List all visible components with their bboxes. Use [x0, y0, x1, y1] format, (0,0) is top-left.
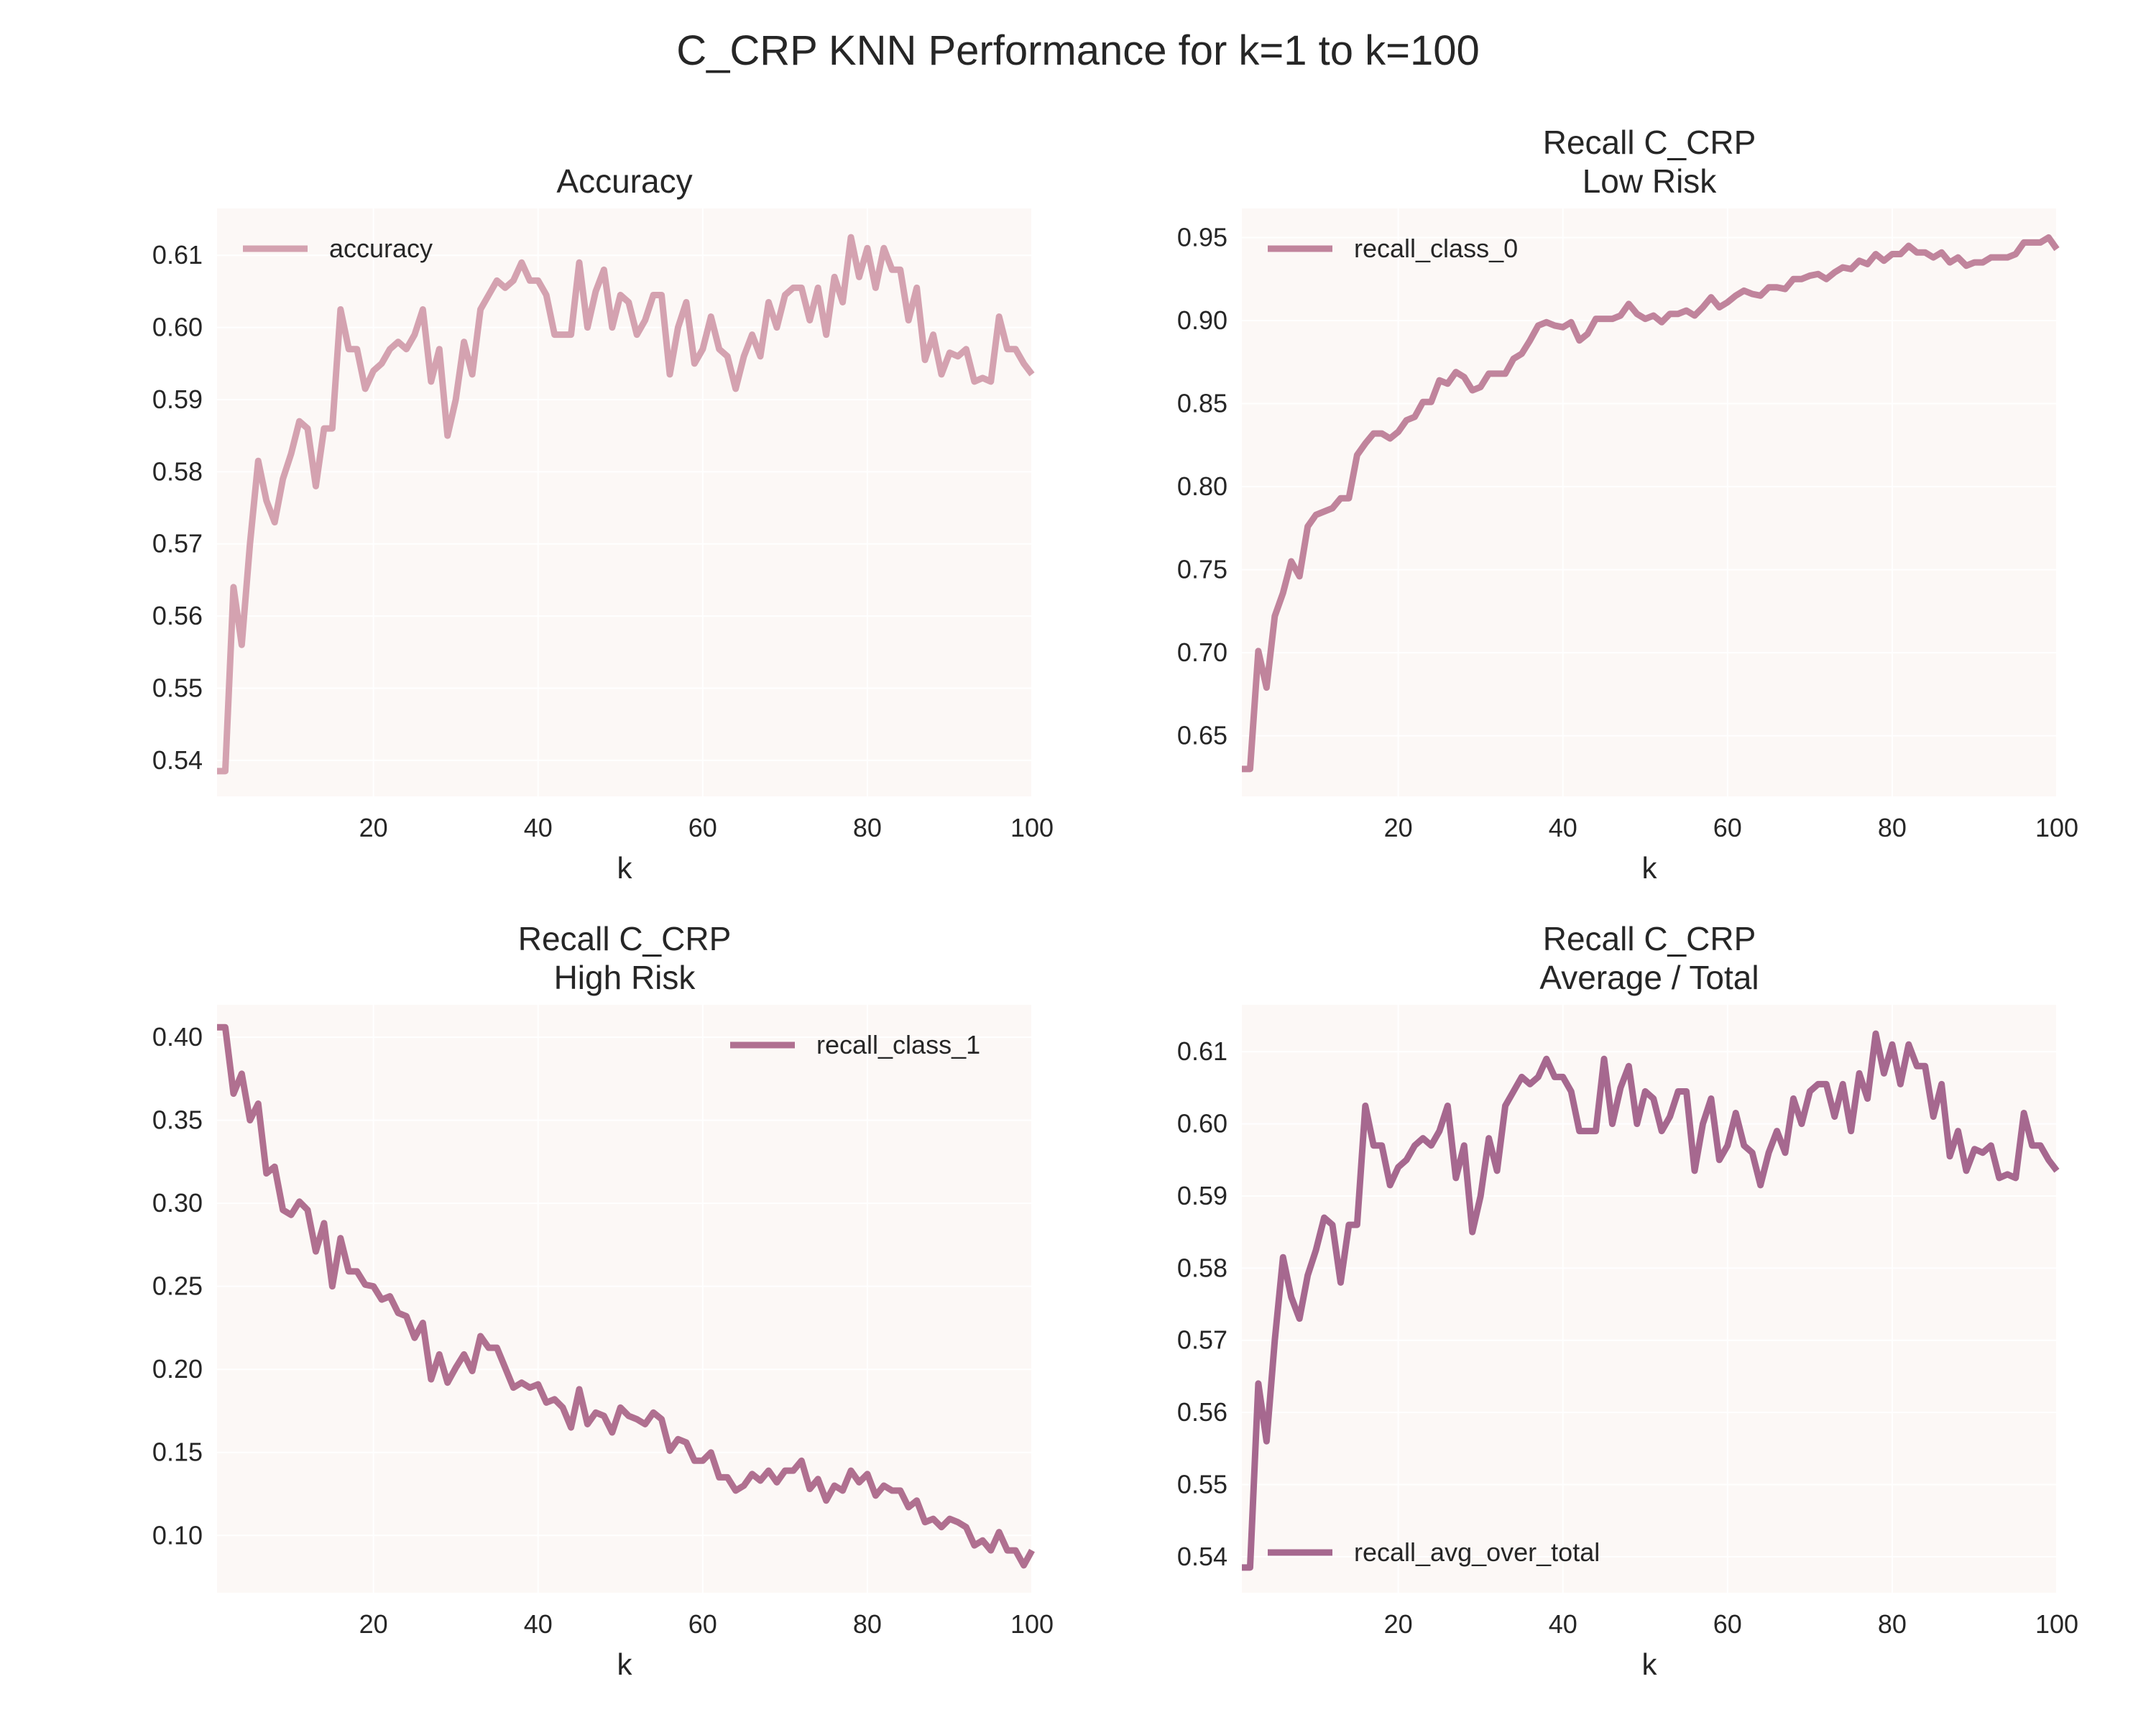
x-tick-label: 60 [1713, 1609, 1742, 1639]
x-tick-label: 60 [1713, 813, 1742, 842]
plot-area [217, 208, 1032, 796]
y-tick-label: 0.15 [152, 1438, 203, 1467]
y-tick-label: 0.10 [152, 1520, 203, 1550]
plot-area [217, 1005, 1032, 1593]
series-line-recall_class_0 [1242, 234, 2060, 773]
x-tick-label: 80 [1878, 813, 1907, 842]
x-tick-label: 20 [1384, 1609, 1413, 1639]
plot-area [1242, 208, 2057, 796]
x-tick-label: 20 [359, 813, 388, 842]
x-tick-label: 100 [2035, 1609, 2078, 1639]
y-tick-label: 0.54 [1177, 1542, 1227, 1571]
plot-area [1242, 1005, 2057, 1593]
y-tick-label: 0.20 [152, 1354, 203, 1384]
subplot-2: Recall C_CRP Low Risk 0.65 0.70 0.75 0.80 0.85… [1177, 124, 2078, 885]
series-line-accuracy [217, 234, 1035, 775]
y-tick-label: 0.35 [152, 1105, 203, 1135]
x-tick-label: 60 [688, 813, 717, 842]
y-tick-label: 0.58 [1177, 1253, 1227, 1282]
y-tick-label: 0.55 [1177, 1469, 1227, 1499]
y-tick-label: 0.30 [152, 1188, 203, 1218]
subplot-grid: Accuracy 0.54 0.55 0.56 0.57 0.58 0.59 0.60 0.61… [152, 124, 2078, 1681]
y-tick-label: 0.65 [1177, 721, 1227, 750]
x-axis-label: k [1642, 1647, 1658, 1681]
legend-label: accuracy [329, 234, 433, 263]
y-tick-label: 0.61 [1177, 1036, 1227, 1066]
y-tick-label: 0.56 [152, 601, 203, 630]
x-tick-label: 100 [1010, 1609, 1054, 1639]
y-tick-label: 0.57 [152, 529, 203, 558]
legend-label: recall_avg_over_total [1354, 1537, 1600, 1567]
y-tick-label: 0.59 [1177, 1181, 1227, 1210]
x-tick-label: 40 [524, 813, 553, 842]
y-tick-label: 0.60 [152, 313, 203, 342]
subplot-3: Recall C_CRP High Risk 0.10 0.15 0.20 0.25 0.3… [152, 920, 1054, 1681]
subplot-title: Accuracy [556, 162, 692, 200]
figure-title: C_CRP KNN Performance for k=1 to k=100 [676, 27, 1480, 74]
y-tick-label: 0.57 [1177, 1325, 1227, 1355]
y-tick-label: 0.90 [1177, 305, 1227, 335]
y-tick-label: 0.61 [152, 240, 203, 270]
x-tick-label: 80 [853, 1609, 882, 1639]
x-tick-label: 40 [1549, 813, 1577, 842]
x-axis-label: k [1642, 851, 1658, 885]
y-tick-label: 0.56 [1177, 1397, 1227, 1427]
subplot-title: Recall C_CRP Low Risk [1543, 124, 1756, 200]
y-tick-label: 0.95 [1177, 222, 1227, 252]
y-tick-label: 0.25 [152, 1271, 203, 1301]
x-tick-label: 40 [1549, 1609, 1577, 1639]
x-tick-label: 100 [1010, 813, 1054, 842]
y-tick-label: 0.54 [152, 745, 203, 775]
series-line-recall_avg_over_total [1242, 1030, 2060, 1571]
subplot-1: Accuracy 0.54 0.55 0.56 0.57 0.58 0.59 0.60 0.61… [152, 162, 1054, 885]
x-tick-label: 40 [524, 1609, 553, 1639]
subplot-4: Recall C_CRP Average / Total 0.54 0.55 0.56 0… [1177, 920, 2078, 1681]
y-tick-label: 0.85 [1177, 389, 1227, 418]
y-tick-label: 0.58 [152, 456, 203, 486]
subplot-title: Recall C_CRP High Risk [518, 920, 732, 996]
x-axis-label: k [617, 1647, 633, 1681]
x-tick-label: 20 [1384, 813, 1413, 842]
subplot-title: Recall C_CRP Average / Total [1539, 920, 1759, 996]
legend-label: recall_class_1 [816, 1030, 980, 1059]
y-tick-label: 0.60 [1177, 1109, 1227, 1138]
x-tick-label: 60 [688, 1609, 717, 1639]
series-line-recall_class_1 [217, 1024, 1035, 1569]
x-axis-label: k [617, 851, 633, 885]
legend-label: recall_class_0 [1354, 234, 1518, 263]
x-tick-label: 80 [1878, 1609, 1907, 1639]
y-tick-label: 0.70 [1177, 638, 1227, 667]
y-tick-label: 0.59 [152, 385, 203, 414]
y-tick-label: 0.75 [1177, 555, 1227, 584]
x-tick-label: 80 [853, 813, 882, 842]
x-tick-label: 100 [2035, 813, 2078, 842]
y-tick-label: 0.55 [152, 673, 203, 702]
y-tick-label: 0.40 [152, 1022, 203, 1052]
y-tick-label: 0.80 [1177, 472, 1227, 501]
x-tick-label: 20 [359, 1609, 388, 1639]
